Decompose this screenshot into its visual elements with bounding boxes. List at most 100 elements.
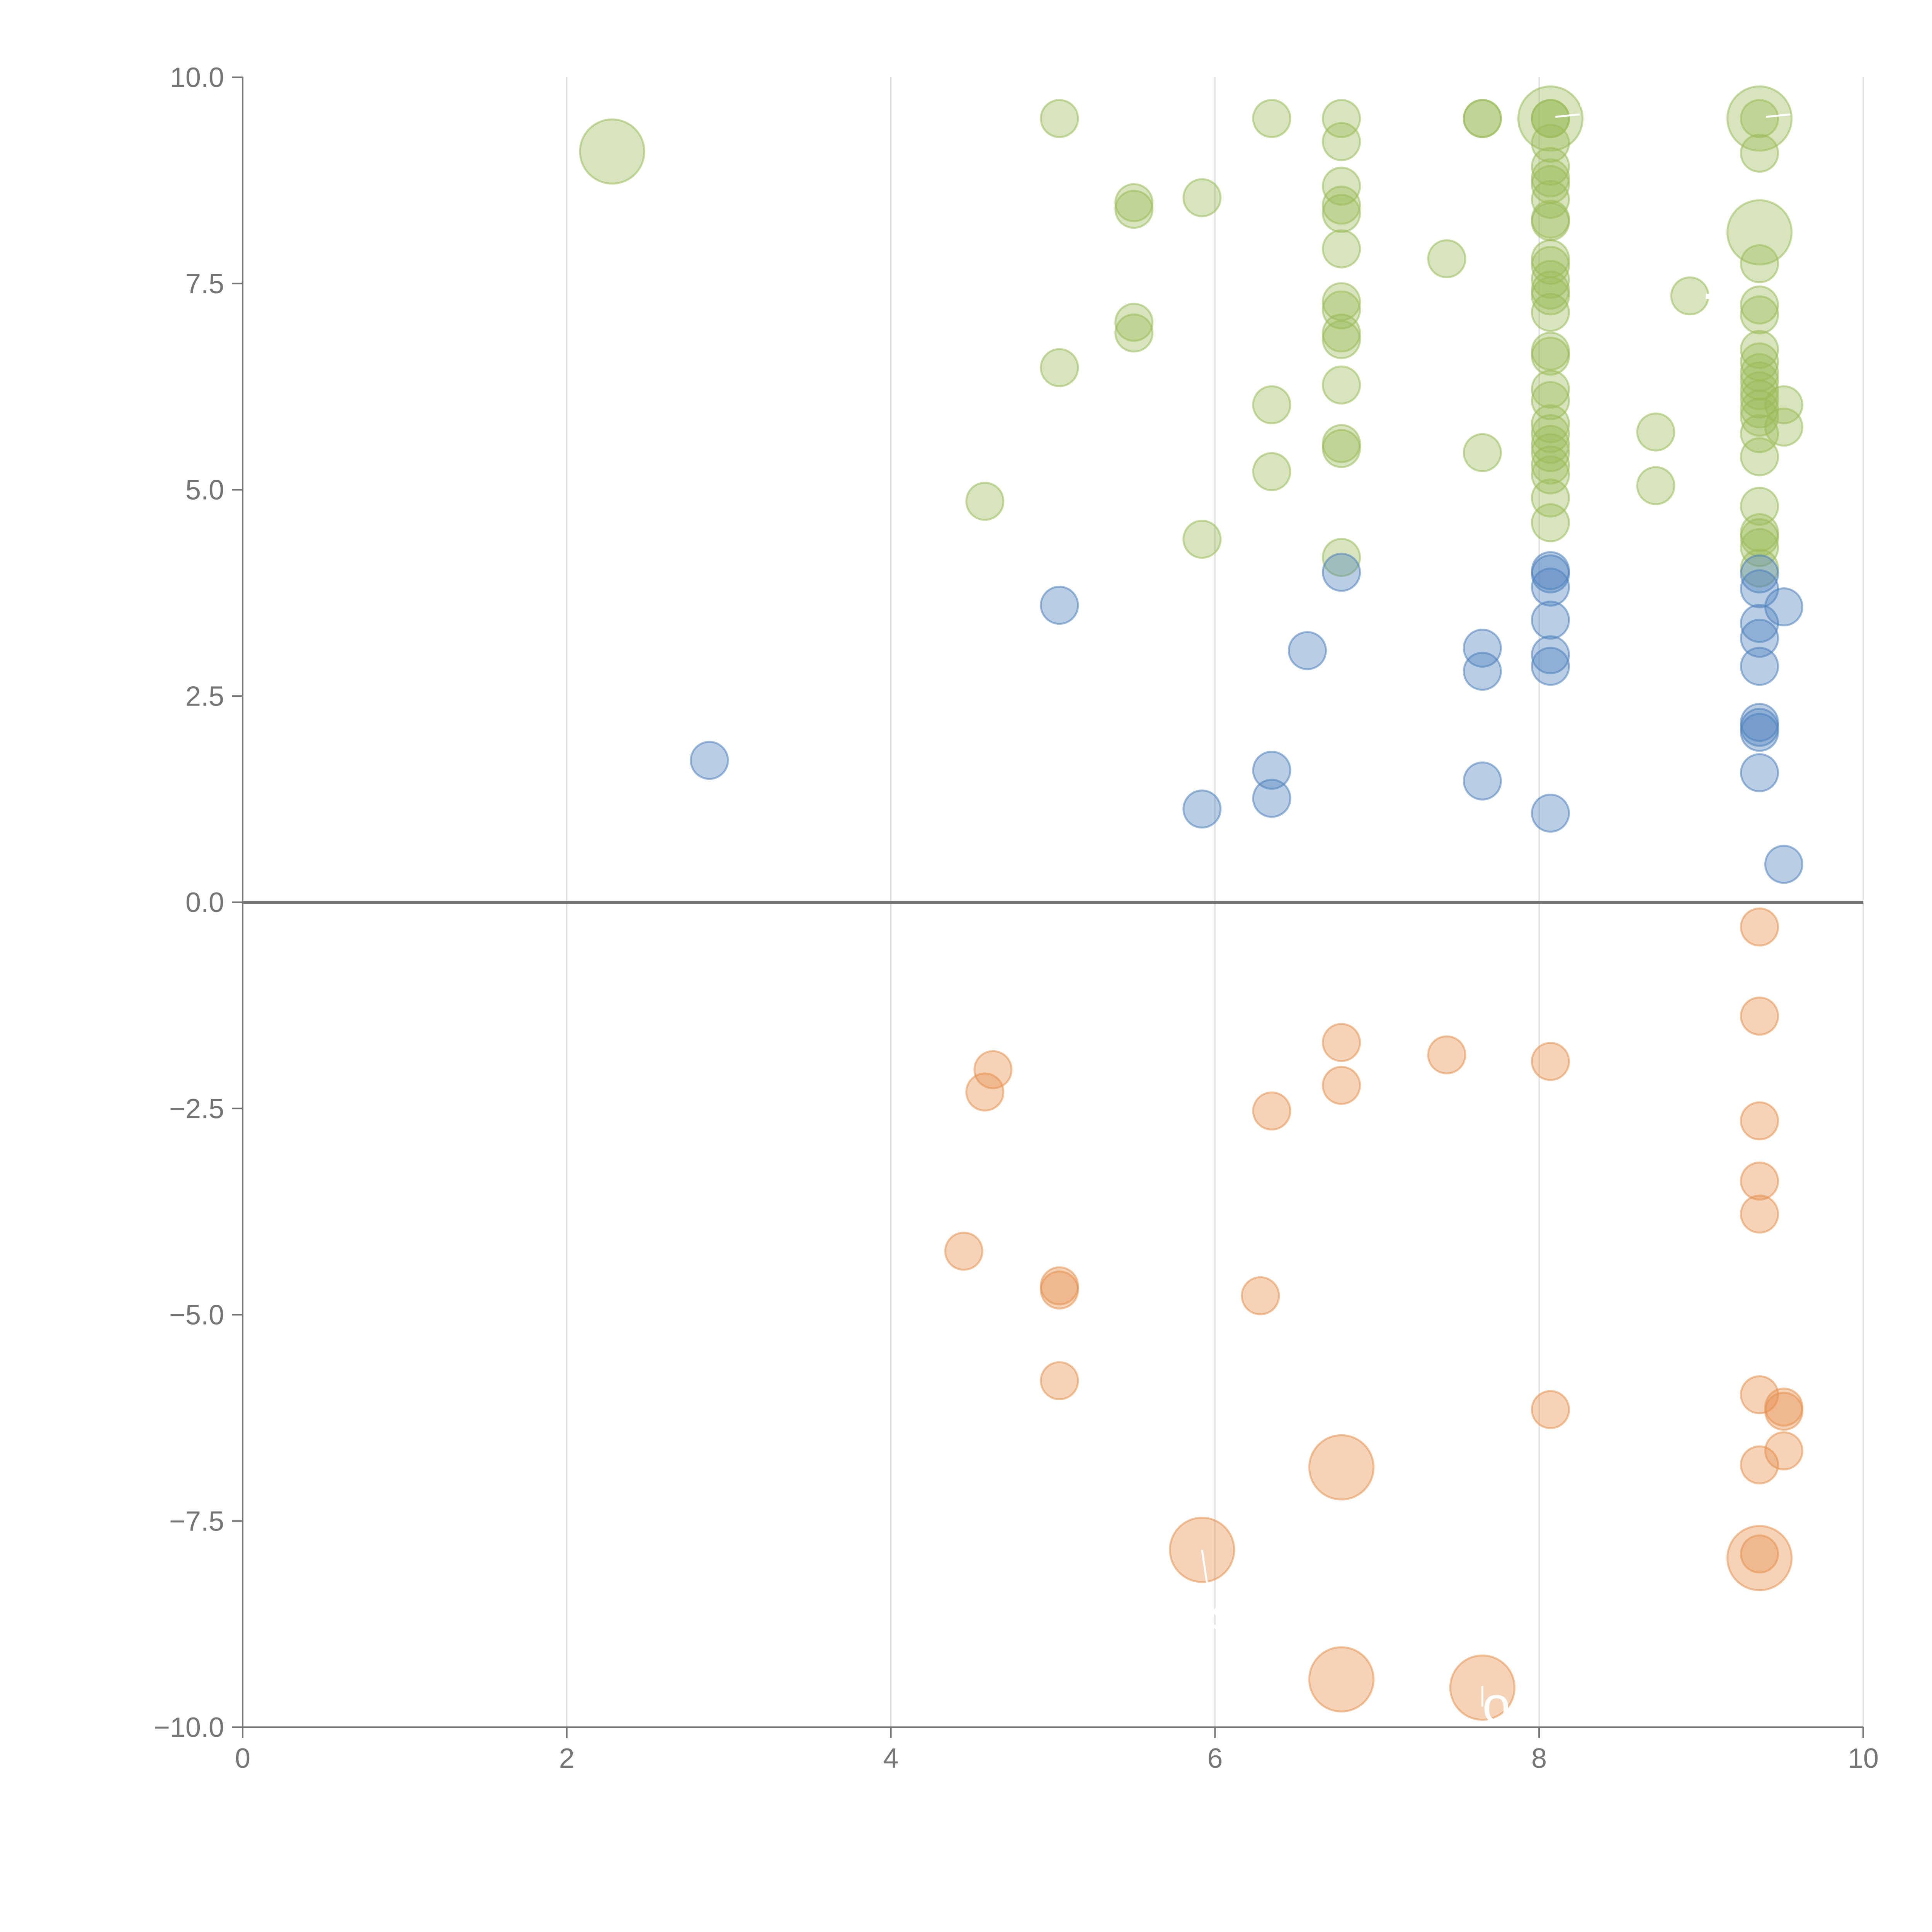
y-tick-label: −10.0 xyxy=(154,1712,224,1743)
negative-point xyxy=(944,1231,983,1271)
neutral-point xyxy=(1764,587,1803,627)
positive-point xyxy=(1740,414,1779,453)
positive-point xyxy=(1114,190,1154,229)
x-tick-label: 2 xyxy=(559,1743,575,1774)
point-label: . xyxy=(1701,253,1715,310)
positive-point xyxy=(1531,337,1570,376)
x-tick-label: 4 xyxy=(883,1743,899,1774)
positive-point xyxy=(1040,99,1079,138)
neutral-point xyxy=(1463,651,1502,691)
positive-point xyxy=(965,481,1005,521)
negative-point xyxy=(1740,1534,1779,1574)
negative-point xyxy=(1322,1023,1361,1062)
y-tick-label: 0.0 xyxy=(185,887,224,918)
axes: −10.0 −7.5 −5.0 −2.5 0.0 2.5 5.0 7.5 10.0 0 2 4 6 8 10 xyxy=(154,62,1879,1774)
positive-point xyxy=(1322,290,1361,330)
neutral-point xyxy=(1463,761,1502,801)
x-tick-label: 0 xyxy=(235,1743,250,1774)
positive-point xyxy=(1740,99,1779,138)
neutral-point xyxy=(1740,554,1779,594)
negative-point xyxy=(1740,1375,1779,1415)
neutral-point xyxy=(1740,753,1779,793)
neutral-point xyxy=(1740,713,1779,752)
negative-point xyxy=(1241,1276,1280,1315)
neutral-point xyxy=(1252,750,1291,790)
negative-point xyxy=(1740,997,1779,1036)
label-leader-line xyxy=(1201,1549,1213,1616)
negative-point xyxy=(1322,1066,1361,1105)
positive-point xyxy=(1764,385,1803,425)
positive-point xyxy=(1322,365,1361,405)
neutral-point xyxy=(1531,554,1570,594)
neutral-point xyxy=(1287,631,1327,670)
positive-point xyxy=(1726,85,1793,152)
label-leader-line xyxy=(1555,113,1580,118)
positive-point xyxy=(1531,202,1570,242)
positive-point xyxy=(1252,385,1291,425)
positive-point xyxy=(1531,124,1570,163)
positive-point xyxy=(1463,433,1502,472)
positive-point xyxy=(1531,276,1570,316)
positive-point xyxy=(1740,133,1779,173)
negative-point xyxy=(1040,1270,1079,1310)
x-tick-label: 10 xyxy=(1848,1743,1879,1774)
negative-point xyxy=(1740,1162,1779,1201)
neutral-point xyxy=(690,741,729,780)
point-label: oo xyxy=(1482,1677,1538,1733)
positive-point xyxy=(1636,466,1675,505)
negative-point xyxy=(1740,1445,1779,1485)
positive-point xyxy=(1740,437,1779,476)
neutral-point xyxy=(1740,646,1779,686)
positive-point xyxy=(1740,285,1779,325)
y-tick-label: 7.5 xyxy=(185,269,224,299)
negative-point xyxy=(1740,1194,1779,1234)
positive-point xyxy=(1531,260,1570,299)
y-tick-label: 10.0 xyxy=(170,62,224,93)
neutral-point xyxy=(1463,628,1502,668)
x-tick-label: 6 xyxy=(1207,1743,1223,1774)
positive-point xyxy=(1531,404,1570,444)
negative-point xyxy=(1308,1434,1375,1501)
positive-point xyxy=(1114,313,1154,353)
negative-point xyxy=(1764,1431,1803,1471)
positive-point xyxy=(1427,239,1466,279)
positive-point xyxy=(1252,452,1291,492)
positive-point xyxy=(1531,503,1570,543)
negative-point xyxy=(1252,1091,1291,1131)
neutral-point xyxy=(1531,600,1570,640)
point-label: vo xyxy=(1790,84,1843,141)
y-tick-label: −7.5 xyxy=(169,1506,224,1537)
point-label: t xyxy=(1580,84,1594,141)
positive-point xyxy=(1531,293,1570,332)
label-leader-line xyxy=(1766,113,1791,118)
negative-point xyxy=(1427,1035,1466,1075)
positive-point xyxy=(1531,433,1570,472)
positive-point xyxy=(1322,320,1361,359)
positive-point xyxy=(1322,185,1361,225)
y-tick-label: 5.0 xyxy=(185,475,224,506)
positive-point xyxy=(1252,99,1291,138)
negative-point xyxy=(1740,1101,1779,1141)
positive-point xyxy=(1740,330,1779,369)
negative-point xyxy=(1531,1042,1570,1081)
point-label: s xyxy=(1212,1586,1237,1642)
y-tick-label: −2.5 xyxy=(169,1094,224,1124)
positive-point xyxy=(1114,303,1154,342)
positive-point xyxy=(1322,122,1361,162)
positive-point xyxy=(1726,199,1793,266)
negative-point xyxy=(1726,1525,1793,1591)
neutral-point xyxy=(1040,585,1079,625)
positive-point xyxy=(1463,99,1502,138)
negative-point xyxy=(1308,1646,1375,1713)
positive-point xyxy=(1670,276,1709,316)
neutral-point xyxy=(1322,553,1361,592)
positive-point xyxy=(1531,445,1570,485)
positive-point xyxy=(1322,538,1361,577)
neutral-point xyxy=(1531,646,1570,686)
y-tick-label: 2.5 xyxy=(185,681,224,712)
data-points xyxy=(579,85,1803,1721)
neutral-point xyxy=(1531,567,1570,607)
positive-point xyxy=(579,118,645,185)
positive-point xyxy=(1040,348,1079,388)
